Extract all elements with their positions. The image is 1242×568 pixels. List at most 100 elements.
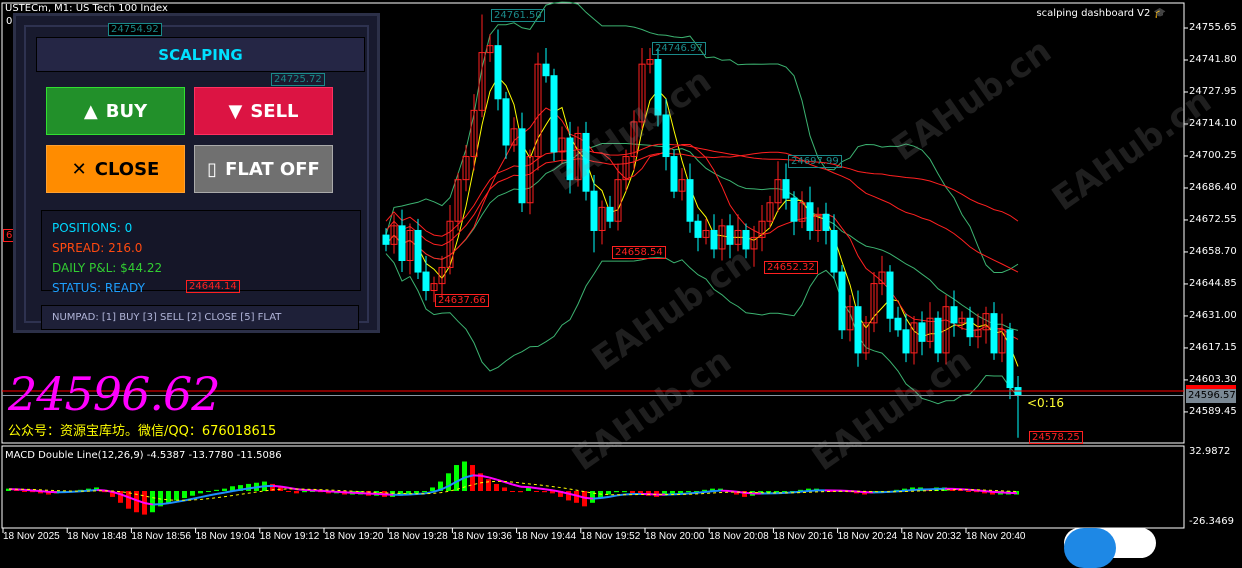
- macd-line-segment: [593, 498, 601, 499]
- price-axis-label: 24700.25: [1189, 150, 1237, 162]
- price-axis-label: 24686.40: [1189, 182, 1237, 194]
- macd-histogram-bar: [174, 491, 179, 500]
- time-axis-label: 18 Nov 20:08: [709, 531, 769, 542]
- bear-candle: [711, 230, 717, 248]
- macd-line-segment: [161, 503, 169, 504]
- bear-candle: [655, 60, 661, 115]
- macd-line-segment: [257, 486, 265, 487]
- bear-candle: [919, 323, 925, 341]
- bear-candle: [887, 272, 893, 318]
- time-axis-label: 18 Nov 19:12: [260, 531, 320, 542]
- bear-candle: [591, 191, 597, 230]
- candles: [383, 14, 1021, 437]
- macd-line-segment: [537, 488, 545, 489]
- big-price-display: 24596.62: [8, 372, 220, 416]
- macd-histogram-bar: [622, 491, 627, 492]
- macd-histogram-bar: [422, 491, 427, 492]
- zigzag-high-label: 24754.92: [108, 23, 162, 36]
- time-axis-label: 18 Nov 20:16: [773, 531, 833, 542]
- bear-candle: [399, 226, 405, 261]
- macd-line-segment: [233, 490, 241, 491]
- arrow-down-icon: ▼: [228, 101, 242, 122]
- bear-candle: [519, 129, 525, 203]
- macd-line-segment: [993, 492, 1001, 493]
- flat-box-icon: ▯: [207, 159, 217, 180]
- macd-line-segment: [273, 486, 281, 487]
- bear-candle: [1007, 330, 1013, 388]
- bear-candle: [415, 230, 421, 272]
- flat-toggle-button[interactable]: ▯ FLAT OFF: [194, 145, 333, 193]
- bear-candle: [423, 272, 429, 290]
- widget-circle: [1064, 528, 1116, 568]
- macd-histogram-bar: [190, 491, 195, 496]
- time-axis-label: 18 Nov 19:04: [196, 531, 256, 542]
- bear-candle: [671, 157, 677, 192]
- macd-histogram-bar: [166, 491, 171, 503]
- macd-line-segment: [201, 495, 209, 497]
- macd-histogram-bar: [502, 487, 507, 491]
- close-icon: ✕: [72, 159, 87, 180]
- daily-pnl-text: DAILY P&L: $44.22: [52, 261, 162, 275]
- macd-histogram: [6, 462, 1019, 515]
- macd-line-segment: [33, 490, 41, 491]
- bear-candle: [791, 198, 797, 221]
- bear-candle: [543, 64, 549, 76]
- bear-candle: [727, 226, 733, 244]
- time-axis-label: 18 Nov 19:28: [388, 531, 448, 542]
- macd-line-segment: [705, 491, 713, 492]
- time-axis-label: 18 Nov 18:48: [67, 531, 127, 542]
- macd-histogram-bar: [614, 491, 619, 492]
- buy-label: BUY: [106, 101, 147, 122]
- sell-button[interactable]: ▼SELL: [194, 87, 333, 135]
- time-axis-label: 18 Nov 19:52: [581, 531, 641, 542]
- close-button[interactable]: ✕CLOSE: [46, 145, 185, 193]
- macd-line-segment: [545, 489, 553, 490]
- macd-line-segment: [697, 492, 705, 493]
- time-axis-label: 18 Nov 2025: [3, 531, 60, 542]
- macd-line-segment: [249, 487, 257, 488]
- flat-label: FLAT OFF: [225, 159, 320, 180]
- macd-line-segment: [513, 485, 521, 487]
- macd-histogram-bar: [286, 491, 291, 492]
- panel-frame: SCALPING ▲BUY ▼SELL ✕CLOSE ▯FLAT OFF POS…: [24, 25, 369, 323]
- scalping-panel[interactable]: SCALPING ▲BUY ▼SELL ✕CLOSE ▯FLAT OFF POS…: [13, 13, 380, 333]
- ea-name-label: scalping dashboard V2: [1036, 8, 1150, 19]
- price-axis-label: 24714.10: [1189, 118, 1237, 130]
- price-axis-label: 24741.80: [1189, 54, 1237, 66]
- bear-candle: [695, 221, 701, 237]
- macd-line-segment: [321, 491, 329, 492]
- macd-line-segment: [809, 490, 817, 491]
- buy-button[interactable]: ▲BUY: [46, 87, 185, 135]
- macd-line-segment: [209, 494, 217, 496]
- long-ma-line-2: [386, 144, 1018, 236]
- numpad-hint: NUMPAD: [1] BUY [3] SELL [2] CLOSE [5] F…: [41, 305, 359, 330]
- macd-line-segment: [377, 494, 385, 495]
- time-axis-label: 18 Nov 20:32: [902, 531, 962, 542]
- bear-candle: [687, 180, 693, 222]
- bear-candle: [855, 307, 861, 353]
- bear-candle: [903, 330, 909, 353]
- zigzag-high-label: 24725.72: [271, 73, 325, 86]
- macd-histogram-bar: [182, 491, 187, 498]
- macd-histogram-bar: [518, 491, 523, 492]
- macd-histogram-bar: [510, 491, 515, 492]
- macd-line-segment: [609, 495, 617, 496]
- bear-candle: [823, 214, 829, 230]
- spread-text: SPREAD: 216.0: [52, 241, 142, 255]
- bar-timer: <0:16: [1027, 396, 1064, 410]
- bear-candle: [831, 230, 837, 272]
- macd-axis-max: 32.9872: [1189, 446, 1230, 458]
- macd-line-segment: [745, 493, 753, 494]
- macd-histogram-bar: [446, 473, 451, 491]
- macd-histogram-bar: [214, 490, 219, 491]
- macd-line-segment: [193, 497, 201, 499]
- status-box: POSITIONS: 0 SPREAD: 216.0 DAILY P&L: $4…: [41, 210, 361, 291]
- macd-histogram-bar: [206, 491, 211, 492]
- positions-text: POSITIONS: 0: [52, 221, 132, 235]
- macd-line-segment: [913, 489, 921, 490]
- macd-histogram-bar: [470, 465, 475, 491]
- macd-line-segment: [601, 497, 609, 498]
- bear-candle: [951, 307, 957, 323]
- bear-candle: [383, 235, 389, 244]
- floating-widget[interactable]: [1064, 528, 1156, 558]
